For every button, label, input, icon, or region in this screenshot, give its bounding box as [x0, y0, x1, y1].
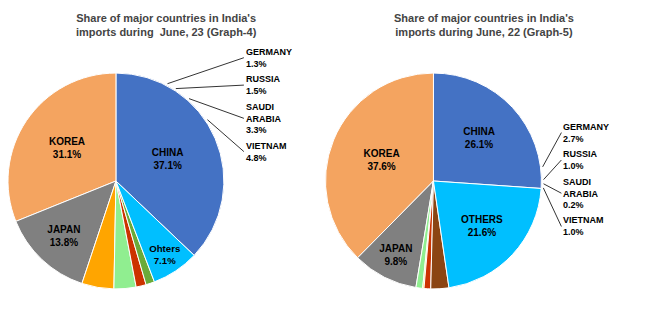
svg-text:Share of major countries in In: Share of major countries in India'simpor…: [394, 12, 574, 38]
svg-text:Share of major countries in In: Share of major countries in India'simpor…: [76, 12, 257, 38]
svg-text:SAUDIARABIA3.3%: SAUDIARABIA3.3%: [246, 102, 281, 135]
svg-text:VIETNAM1.0%: VIETNAM1.0%: [563, 215, 604, 237]
svg-text:KOREA37.6%: KOREA37.6%: [364, 148, 400, 172]
svg-text:JAPAN9.8%: JAPAN9.8%: [379, 243, 412, 267]
svg-text:OTHERS21.6%: OTHERS21.6%: [461, 214, 503, 238]
svg-text:Ohters7.1%: Ohters7.1%: [149, 243, 180, 267]
svg-text:JAPAN13.8%: JAPAN13.8%: [47, 224, 80, 248]
svg-text:SAUDIARABIA0.2%: SAUDIARABIA0.2%: [563, 177, 598, 210]
svg-text:RUSSIA1.5%: RUSSIA1.5%: [246, 74, 281, 96]
svg-text:GERMANY2.7%: GERMANY2.7%: [563, 122, 609, 144]
svg-text:KOREA31.1%: KOREA31.1%: [49, 136, 85, 160]
svg-text:RUSSIA1.0%: RUSSIA1.0%: [563, 149, 598, 171]
svg-text:CHINA26.1%: CHINA26.1%: [463, 126, 495, 150]
svg-text:GERMANY1.3%: GERMANY1.3%: [246, 47, 292, 69]
svg-text:CHINA37.1%: CHINA37.1%: [152, 147, 184, 171]
svg-text:VIETNAM4.8%: VIETNAM4.8%: [246, 141, 287, 163]
